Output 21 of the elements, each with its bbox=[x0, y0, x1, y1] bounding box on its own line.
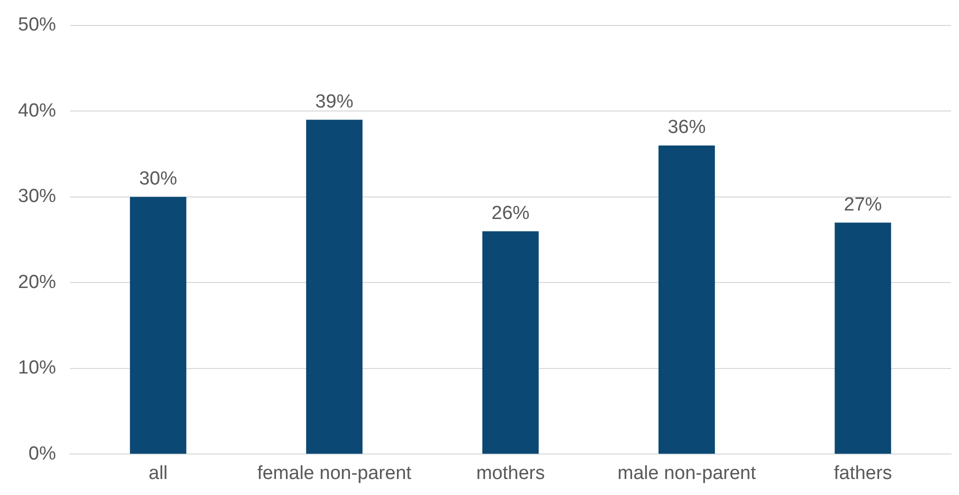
bar bbox=[658, 145, 715, 454]
bar bbox=[306, 120, 363, 454]
x-tick-label: fathers bbox=[834, 462, 892, 484]
bar bbox=[482, 231, 539, 454]
y-tick-label: 0% bbox=[28, 443, 56, 464]
y-tick-label: 50% bbox=[18, 14, 56, 36]
data-label: 30% bbox=[139, 168, 178, 190]
data-label: 27% bbox=[844, 194, 882, 216]
x-tick-label: female non-parent bbox=[257, 462, 412, 484]
y-tick-label: 30% bbox=[18, 186, 56, 208]
bar bbox=[834, 222, 892, 454]
data-label: 36% bbox=[668, 117, 706, 138]
x-tick-label: mothers bbox=[476, 462, 545, 484]
y-tick-label: 40% bbox=[18, 100, 56, 122]
y-tick-label: 20% bbox=[18, 272, 56, 293]
x-tick-label: male non-parent bbox=[618, 462, 757, 484]
bar bbox=[130, 196, 186, 454]
data-label: 39% bbox=[315, 91, 354, 112]
y-tick-label: 10% bbox=[18, 358, 56, 379]
x-tick-label: all bbox=[148, 462, 168, 484]
data-label: 26% bbox=[492, 202, 530, 224]
